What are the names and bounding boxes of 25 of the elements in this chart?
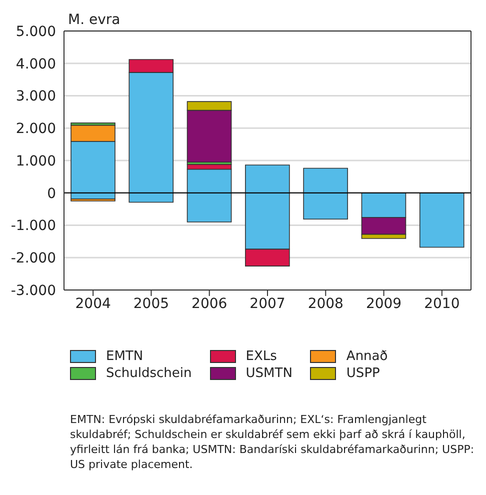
legend-label: USPP [346, 366, 380, 381]
y-axis-title: M. evra [68, 12, 120, 28]
x-tick-label: 2005 [133, 296, 170, 312]
bar [419, 192, 464, 248]
x-tick-label: 2008 [308, 296, 344, 312]
y-tick-label: 2.000 [16, 121, 56, 138]
y-tick-label: 4.000 [16, 56, 56, 72]
y-tick-label: 0 [47, 186, 56, 202]
legend-label: EXLs [246, 349, 277, 364]
legend-label: Schuldschein [106, 366, 192, 381]
x-tick-label: 2007 [250, 296, 286, 312]
x-tick-label: 2006 [192, 296, 228, 312]
x-tick-label: 2009 [366, 296, 402, 312]
x-tick-label: 2004 [75, 296, 111, 312]
y-tick-label: -2.000 [10, 250, 56, 267]
legend-label: EMTN [106, 349, 144, 364]
y-tick-label: 5.000 [16, 24, 56, 40]
legend-label: Annað [346, 349, 388, 364]
text: EMTN: Evrópski skuldabréfamarkaðurinn; EXL‘s: Framlengjanlegt skuldabréf; Schuldschein er skuldabréf sem ekki þarf að skrá í kauphöll, yfirleitt lán frá banka; USMTN: Bandaríski skuldabréfamarkaðurinn; USPP: US private placement. [70, 412, 476, 472]
y-tick-label: -3.000 [10, 282, 56, 299]
y-tick-label: 3.000 [16, 88, 56, 105]
y-tick-label: 1.000 [16, 153, 56, 170]
legend-label: USMTN [246, 366, 292, 381]
y-tick-label: -1.000 [10, 218, 56, 234]
x-tick-label: 2010 [424, 296, 460, 312]
